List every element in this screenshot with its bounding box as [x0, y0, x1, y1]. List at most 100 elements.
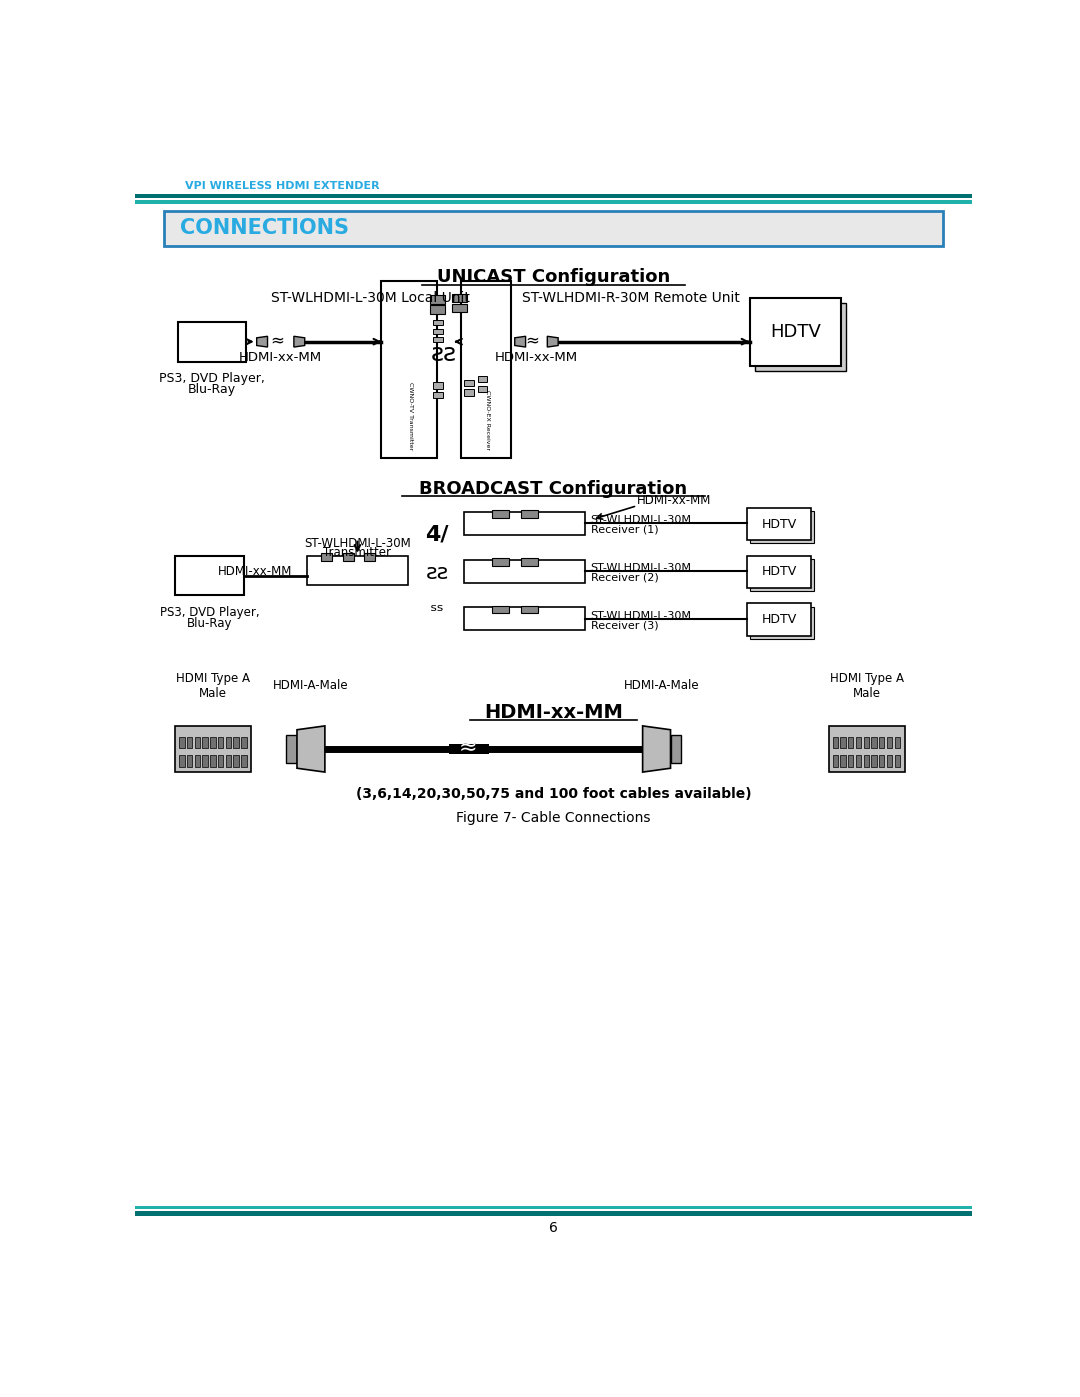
Bar: [491, 557, 509, 566]
Text: HDTV: HDTV: [770, 323, 821, 341]
Bar: [521, 606, 538, 613]
Text: BROADCAST Configuration: BROADCAST Configuration: [419, 479, 688, 497]
Bar: [433, 391, 443, 398]
Bar: [175, 556, 243, 595]
Bar: [307, 556, 408, 585]
Text: ≈: ≈: [459, 738, 477, 759]
Text: HDMI-xx-MM: HDMI-xx-MM: [637, 493, 712, 507]
Text: ST-WLHDMI-L-30M: ST-WLHDMI-L-30M: [591, 515, 691, 525]
Bar: [887, 736, 892, 749]
Text: ˢˢ: ˢˢ: [430, 602, 445, 622]
Bar: [894, 736, 900, 749]
Bar: [433, 383, 443, 388]
Bar: [464, 560, 584, 583]
Bar: [751, 606, 814, 638]
Text: Blu-Ray: Blu-Ray: [187, 616, 232, 630]
Bar: [381, 281, 437, 458]
Bar: [430, 306, 445, 314]
Bar: [491, 510, 509, 518]
Bar: [241, 736, 246, 749]
Bar: [364, 553, 375, 562]
Text: HDTV: HDTV: [761, 613, 797, 626]
Bar: [887, 756, 892, 767]
Bar: [177, 321, 246, 362]
Text: Receiver (2): Receiver (2): [591, 573, 659, 583]
Bar: [175, 726, 252, 773]
Bar: [828, 726, 905, 773]
Text: HDMI-xx-MM: HDMI-xx-MM: [218, 566, 293, 578]
Bar: [747, 556, 811, 588]
Text: ƨƨ: ƨƨ: [426, 563, 449, 584]
Text: Figure 7- Cable Connections: Figure 7- Cable Connections: [456, 812, 651, 826]
Text: Transmitter: Transmitter: [323, 546, 391, 559]
Bar: [894, 756, 900, 767]
Bar: [135, 200, 972, 204]
Bar: [211, 736, 216, 749]
Bar: [187, 736, 192, 749]
Bar: [671, 735, 681, 763]
Bar: [521, 510, 538, 518]
Text: HDMI Type A
Male: HDMI Type A Male: [829, 672, 904, 700]
Bar: [179, 756, 185, 767]
Bar: [751, 511, 814, 543]
Bar: [218, 736, 224, 749]
Bar: [521, 557, 538, 566]
Bar: [855, 736, 861, 749]
Bar: [202, 736, 207, 749]
Text: ST-WLHDMI-L-30M: ST-WLHDMI-L-30M: [591, 563, 691, 573]
Text: ST-WLHDMI-L-30M: ST-WLHDMI-L-30M: [591, 610, 691, 620]
Bar: [135, 1206, 972, 1210]
Bar: [872, 736, 877, 749]
Bar: [135, 1211, 972, 1215]
Bar: [460, 281, 511, 458]
Bar: [864, 756, 869, 767]
Bar: [233, 736, 239, 749]
Text: HDMI-xx-MM: HDMI-xx-MM: [239, 351, 322, 363]
Text: Blu-Ray: Blu-Ray: [188, 383, 235, 397]
Text: VPI WIRELESS HDMI EXTENDER: VPI WIRELESS HDMI EXTENDER: [186, 182, 380, 191]
Text: Receiver (1): Receiver (1): [591, 524, 659, 535]
Bar: [751, 559, 814, 591]
Text: PS3, DVD Player,: PS3, DVD Player,: [160, 606, 259, 619]
Text: HDTV: HDTV: [761, 566, 797, 578]
Bar: [449, 745, 489, 753]
Bar: [840, 756, 846, 767]
Text: CONNECTIONS: CONNECTIONS: [180, 218, 349, 239]
Text: HDMI-A-Male: HDMI-A-Male: [273, 679, 349, 693]
Bar: [179, 736, 185, 749]
Bar: [451, 305, 468, 313]
Bar: [477, 386, 487, 391]
Bar: [855, 756, 861, 767]
Bar: [464, 390, 474, 395]
Bar: [451, 293, 468, 302]
Bar: [848, 736, 853, 749]
Polygon shape: [294, 337, 305, 346]
Bar: [879, 736, 885, 749]
Text: PS3, DVD Player,: PS3, DVD Player,: [159, 373, 265, 386]
Polygon shape: [257, 337, 268, 346]
Text: ST-WLHDMI-L-30M: ST-WLHDMI-L-30M: [305, 536, 410, 550]
Bar: [491, 606, 509, 613]
Text: Receiver (3): Receiver (3): [591, 620, 659, 630]
Bar: [833, 736, 838, 749]
Bar: [464, 608, 584, 630]
Bar: [433, 328, 443, 334]
Text: ≈: ≈: [270, 332, 284, 349]
Text: HDMI-xx-MM: HDMI-xx-MM: [484, 703, 623, 721]
Bar: [864, 736, 869, 749]
Bar: [211, 756, 216, 767]
Polygon shape: [548, 337, 558, 346]
Bar: [164, 211, 943, 246]
Bar: [226, 736, 231, 749]
Polygon shape: [515, 337, 526, 346]
Bar: [750, 298, 841, 366]
Bar: [840, 736, 846, 749]
Text: UNICAST Configuration: UNICAST Configuration: [437, 268, 670, 286]
Bar: [187, 756, 192, 767]
Bar: [233, 756, 239, 767]
Text: ≈: ≈: [459, 738, 477, 759]
Bar: [218, 756, 224, 767]
Bar: [286, 735, 297, 763]
Bar: [430, 295, 445, 305]
Bar: [321, 553, 332, 562]
